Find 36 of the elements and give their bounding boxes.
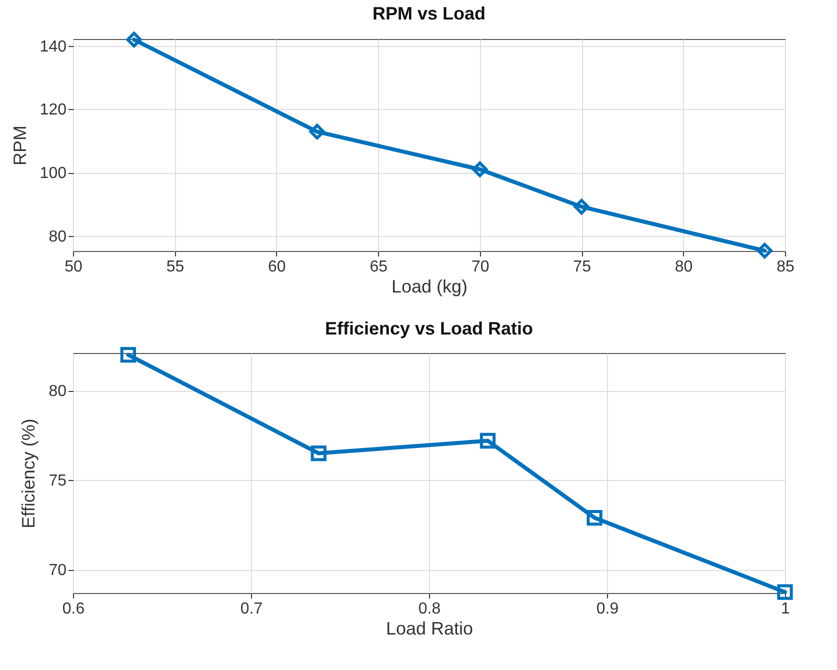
y-axis-title: Efficiency (%) — [18, 418, 39, 528]
point — [120, 346, 136, 363]
x-axis-title: Load Ratio — [386, 618, 474, 638]
y-tick-label: 100 — [40, 165, 67, 182]
point — [126, 32, 142, 48]
x-tick-label: 0.9 — [596, 600, 619, 618]
y-tick-label: 120 — [40, 102, 67, 119]
x-tick-label: 80 — [674, 258, 693, 276]
x-tick-label: 70 — [471, 258, 490, 276]
point — [777, 584, 793, 600]
x-tick-label: 65 — [370, 258, 388, 276]
x-tick-label: 0.6 — [62, 600, 85, 618]
point — [756, 242, 772, 259]
x-tick-label: 55 — [166, 258, 184, 276]
x-tick-label: 85 — [776, 258, 794, 276]
y-tick-label: 140 — [40, 38, 67, 56]
x-tick-label: 0.8 — [418, 600, 441, 618]
chart-title: RPM vs Load — [372, 3, 486, 24]
point — [586, 510, 602, 526]
y-tick-label: 80 — [48, 228, 67, 246]
point — [309, 124, 325, 140]
point — [480, 432, 496, 449]
x-axis-title: Load (kg) — [391, 276, 468, 296]
x-tick-label: 60 — [268, 258, 286, 276]
y-tick-label: 70 — [48, 562, 67, 580]
y-tick-label: 80 — [48, 383, 67, 400]
x-tick-label: 1 — [781, 600, 790, 618]
x-tick-label: 75 — [573, 258, 592, 276]
point — [472, 162, 488, 178]
chart-title: Efficiency vs Load Ratio — [324, 318, 534, 338]
point — [310, 445, 326, 462]
x-tick-label: 50 — [64, 258, 82, 276]
x-tick-label: 0.7 — [240, 600, 263, 618]
y-tick-label: 75 — [48, 472, 67, 490]
y-axis-title: RPM — [10, 126, 30, 166]
point — [574, 198, 590, 215]
